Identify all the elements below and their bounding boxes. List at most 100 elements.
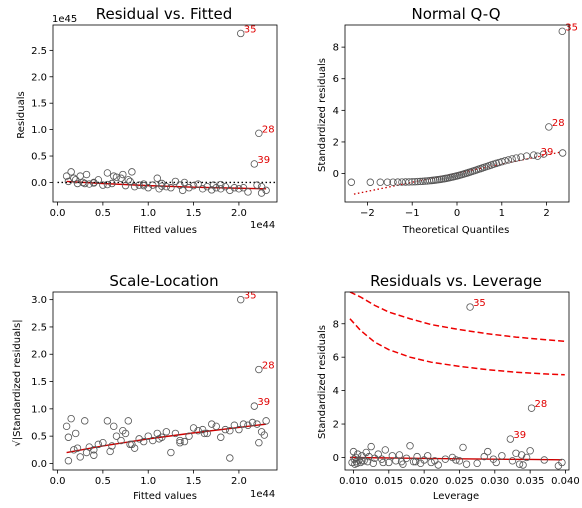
outlier-label: 39	[541, 147, 554, 158]
data-point	[99, 181, 107, 189]
data-point	[360, 457, 368, 465]
y-tick-label: 3.0	[31, 295, 47, 306]
data-point	[194, 180, 202, 188]
data-point	[244, 421, 252, 429]
data-point	[480, 452, 488, 461]
data-point	[405, 178, 413, 186]
outlier-point	[250, 160, 259, 168]
y-axis-label: √|Standardized residuals|	[12, 319, 23, 446]
data-point	[185, 184, 193, 192]
data-point	[212, 422, 220, 431]
data-point	[70, 446, 78, 454]
x-tick-label: 0.020	[410, 476, 439, 487]
outlier-point	[237, 295, 245, 304]
data-point	[427, 458, 435, 467]
data-point	[71, 429, 80, 438]
x-tick-label: 0.5	[95, 208, 111, 219]
data-point	[180, 437, 189, 446]
data-point	[431, 457, 439, 465]
dashed-line-1	[349, 292, 565, 343]
data-point	[235, 185, 243, 193]
data-point	[128, 168, 136, 176]
y-tick-label: 1.0	[31, 125, 47, 136]
y-tick-label: 2.0	[31, 72, 47, 83]
data-point	[253, 420, 261, 428]
y-tick-label: 4	[333, 106, 339, 117]
data-point	[530, 151, 538, 159]
data-point	[209, 181, 218, 189]
outlier-point	[255, 365, 263, 374]
data-point	[124, 176, 132, 184]
data-point	[126, 177, 134, 186]
data-point	[512, 154, 520, 162]
data-point	[126, 440, 134, 449]
data-point	[411, 177, 419, 186]
data-point	[462, 460, 471, 468]
data-point	[392, 457, 400, 465]
data-point	[99, 439, 107, 447]
x-tick-label: 0.025	[445, 476, 474, 487]
data-point	[239, 184, 248, 192]
x-axis-label: Leverage	[433, 491, 479, 502]
x-tick-label: 1.5	[186, 208, 202, 219]
y-tick-label: 1.5	[31, 99, 47, 110]
data-point	[108, 179, 116, 188]
outlier-point	[558, 27, 566, 36]
plot-frame	[52, 24, 278, 203]
data-point	[144, 184, 152, 192]
data-point	[90, 179, 98, 187]
x-tick-label: 2.0	[231, 476, 247, 487]
data-point	[512, 449, 520, 457]
x-tick-label: 0.0	[50, 208, 66, 219]
data-point	[73, 179, 82, 188]
data-point	[248, 418, 257, 427]
x-offset-label: 1e44	[250, 489, 275, 500]
y-tick-label: 0.0	[31, 459, 47, 470]
x-tick-label: −1	[405, 208, 420, 219]
data-point	[498, 452, 506, 460]
outlier-label: 35	[244, 24, 257, 35]
outlier-label: 39	[257, 155, 270, 166]
data-point	[106, 447, 114, 456]
data-point	[178, 186, 187, 195]
data-point	[379, 458, 387, 467]
data-point	[149, 181, 157, 189]
y-tick-label: 2.5	[31, 46, 47, 57]
data-point	[376, 178, 384, 186]
data-point	[90, 446, 98, 454]
data-point	[411, 457, 420, 466]
data-point	[385, 458, 393, 467]
y-tick-label: 8	[333, 319, 339, 330]
data-point	[85, 443, 93, 451]
outlier-point	[466, 303, 474, 311]
data-point	[374, 450, 382, 458]
data-point	[515, 460, 524, 468]
data-point	[413, 452, 421, 461]
data-point	[394, 178, 402, 186]
data-point	[226, 186, 234, 195]
solid-line-0	[349, 456, 562, 461]
data-point	[81, 417, 89, 425]
y-tick-label: 0	[333, 453, 339, 464]
data-point	[198, 185, 207, 193]
data-point	[540, 456, 548, 464]
data-point	[441, 455, 450, 463]
plot-area	[347, 27, 567, 195]
y-tick-label: 0.0	[31, 178, 47, 189]
panel-title: Scale-Location	[109, 272, 218, 290]
data-point	[350, 455, 358, 463]
data-point	[112, 432, 121, 440]
data-point	[217, 180, 225, 189]
data-point	[558, 458, 566, 467]
data-point	[119, 170, 127, 179]
data-point	[260, 431, 268, 439]
data-point	[198, 425, 207, 434]
y-tick-label: 1.0	[31, 404, 47, 415]
x-tick-label: −2	[360, 208, 375, 219]
data-point	[194, 426, 202, 435]
data-point	[128, 440, 136, 449]
data-point	[189, 181, 198, 190]
data-point	[144, 432, 152, 440]
y-tick-label: 2	[333, 420, 339, 431]
